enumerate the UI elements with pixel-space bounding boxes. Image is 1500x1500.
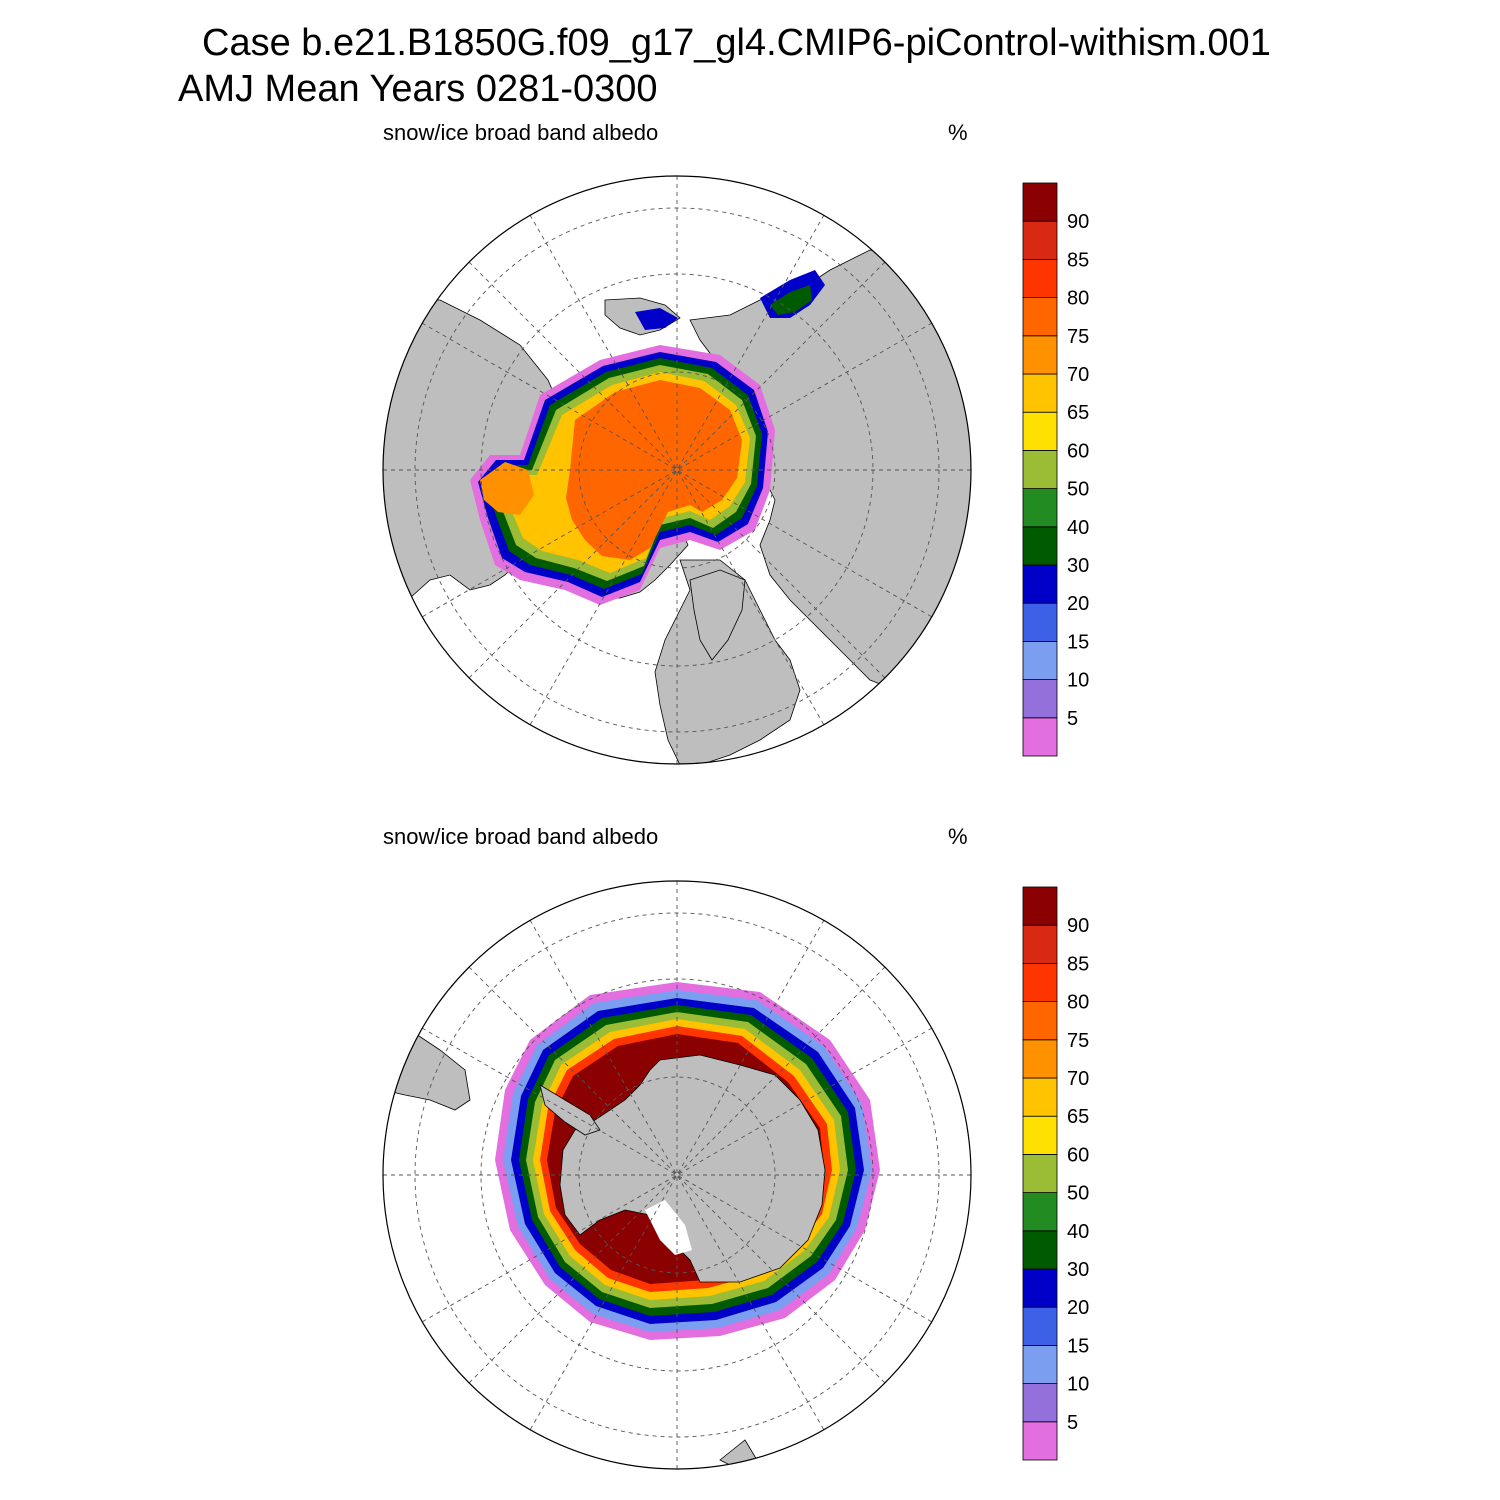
colorbar-swatch (1022, 1421, 1058, 1461)
colorbar-tick-label: 65 (1067, 1106, 1089, 1128)
case-title: Case b.e21.B1850G.f09_g17_gl4.CMIP6-piCo… (202, 22, 1271, 64)
colorbar-tick-label: 85 (1067, 953, 1089, 975)
colorbar-swatch (1022, 1192, 1058, 1232)
colorbar-tick-label: 5 (1067, 1412, 1078, 1434)
colorbar-swatch (1022, 526, 1058, 566)
colorbar-swatch (1022, 488, 1058, 528)
north-polar-map (383, 176, 971, 764)
colorbar-tick-label: 85 (1067, 249, 1089, 271)
north-graticule (383, 176, 971, 764)
colorbar-tick-label: 60 (1067, 1144, 1089, 1166)
colorbar-tick-label: 40 (1067, 517, 1089, 539)
colorbar-swatch (1022, 258, 1058, 298)
colorbar-swatch (1022, 297, 1058, 337)
south-variable-label: snow/ice broad band albedo (383, 824, 659, 849)
colorbar-tick-label: 70 (1067, 364, 1089, 386)
colorbar-swatch (1022, 1268, 1058, 1308)
north-sea-ice (470, 270, 825, 605)
hudson-bay-ice (480, 462, 534, 515)
colorbar-swatch (1022, 1001, 1058, 1041)
bering-ice (635, 308, 678, 330)
colorbar-swatch (1022, 679, 1058, 719)
scandinavia-land (689, 569, 746, 661)
colorbar-swatch (1022, 602, 1058, 642)
colorbar-tick-label: 50 (1067, 479, 1089, 501)
colorbar-tick-label: 75 (1067, 1030, 1089, 1052)
colorbar-swatch (1022, 1345, 1058, 1385)
north-variable-label: snow/ice broad band albedo (383, 120, 659, 145)
colorbar-tick-label: 10 (1067, 670, 1089, 692)
colorbar-tick-label: 5 (1067, 708, 1078, 730)
antarctic-peninsula-land (539, 1084, 601, 1136)
colorbar-tick-label: 15 (1067, 631, 1089, 653)
ice-band-80 (566, 380, 742, 560)
colorbar-tick-label: 30 (1067, 1259, 1089, 1281)
colorbar-swatch (1022, 1230, 1058, 1270)
south-colorbar: 5 10 15 20 30 40 50 60 65 70 75 80 85 90 (1022, 886, 1089, 1461)
colorbar-swatch (1022, 449, 1058, 489)
colorbar-tick-label: 70 (1067, 1068, 1089, 1090)
north-map-border (382, 175, 972, 765)
south-polar-map (383, 881, 971, 1469)
colorbar-swatch (1022, 717, 1058, 757)
colorbar-swatch (1022, 963, 1058, 1003)
colorbar-swatch (1022, 1154, 1058, 1194)
south-graticule (383, 881, 971, 1469)
colorbar-swatch (1022, 564, 1058, 604)
north-colorbar: 5 10 15 20 30 40 50 60 65 70 75 80 85 90 (1022, 182, 1089, 757)
season-years-title: AMJ Mean Years 0281-0300 (178, 68, 658, 110)
south-map-border (382, 880, 972, 1470)
ross-sea-notch (645, 1200, 692, 1255)
south-units-label: % (948, 824, 968, 849)
colorbar-swatch (1022, 1077, 1058, 1117)
colorbar-tick-label: 20 (1067, 593, 1089, 615)
colorbar-tick-label: 80 (1067, 288, 1089, 310)
colorbar-tick-label: 65 (1067, 402, 1089, 424)
colorbar-tick-label: 30 (1067, 555, 1089, 577)
okhotsk-inner-ice (770, 285, 812, 315)
colorbar-tick-label: 80 (1067, 992, 1089, 1014)
colorbar-tick-label: 75 (1067, 326, 1089, 348)
colorbar-swatch (1022, 924, 1058, 964)
colorbar-swatch (1022, 1115, 1058, 1155)
colorbar-tick-label: 60 (1067, 440, 1089, 462)
colorbar-swatch (1022, 182, 1058, 222)
europe-land (654, 559, 801, 764)
colorbar-swatch (1022, 411, 1058, 451)
colorbar-tick-label: 50 (1067, 1183, 1089, 1205)
colorbar-tick-label: 40 (1067, 1221, 1089, 1243)
colorbar-swatch (1022, 641, 1058, 681)
colorbar-swatch (1022, 886, 1058, 926)
colorbar-swatch (1022, 1306, 1058, 1346)
colorbar-swatch (1022, 335, 1058, 375)
colorbar-tick-label: 10 (1067, 1374, 1089, 1396)
colorbar-tick-label: 20 (1067, 1297, 1089, 1319)
colorbar-swatch (1022, 220, 1058, 260)
colorbar-tick-label: 90 (1067, 915, 1089, 937)
colorbar-swatch (1022, 373, 1058, 413)
north-units-label: % (948, 120, 968, 145)
colorbar-tick-label: 15 (1067, 1335, 1089, 1357)
colorbar-swatch (1022, 1039, 1058, 1079)
colorbar-swatch (1022, 1383, 1058, 1423)
colorbar-tick-label: 90 (1067, 211, 1089, 233)
